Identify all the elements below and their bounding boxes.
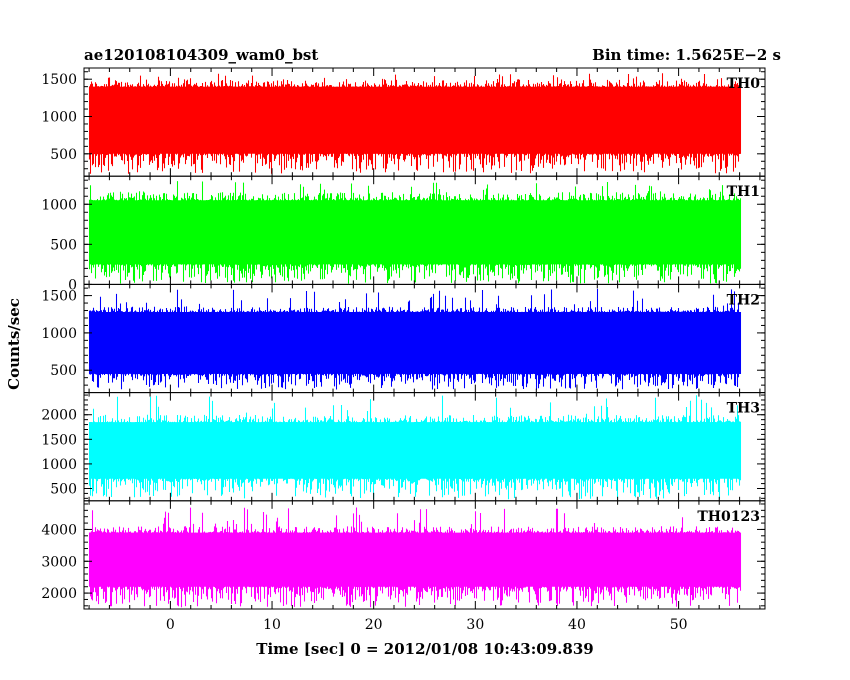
y-tick-label: 1500 — [41, 289, 77, 305]
y-tick-label: 1000 — [41, 326, 77, 342]
y-axis-title: Counts/sec — [5, 298, 23, 390]
y-tick-label: 1500 — [41, 72, 77, 88]
y-tick-label: 3000 — [41, 554, 77, 570]
series-th3-line — [88, 395, 742, 500]
y-tick-label: 4000 — [41, 522, 77, 538]
y-tick-label: 1000 — [41, 110, 77, 126]
x-tick-label: 50 — [670, 617, 688, 633]
panel-label-th0: TH0 — [727, 76, 761, 92]
panel-th3: 500 1000 1500 2000 TH3 — [41, 392, 766, 502]
x-tick-labels: 0 10 20 30 40 50 — [166, 617, 688, 633]
y-tick-label: 2000 — [41, 408, 77, 424]
x-tick-label: 0 — [166, 617, 175, 633]
x-tick-label: 10 — [263, 617, 281, 633]
x-tick-label: 20 — [365, 617, 383, 633]
bin-time-label: Bin time: 1.5625E−2 s — [592, 46, 781, 64]
y-tick-label: 0 — [68, 277, 77, 293]
series-th0123-line — [88, 507, 742, 608]
x-tick-label: 40 — [568, 617, 586, 633]
y-tick-label: 1500 — [41, 432, 77, 448]
y-tick-label: 1000 — [41, 457, 77, 473]
panel-th0: 500 1000 1500 TH0 — [41, 67, 766, 177]
panel-th2: 500 1000 1500 TH2 — [41, 283, 766, 394]
series-th1-line — [88, 181, 742, 284]
panel-th0123: 2000 3000 4000 TH0123 — [41, 500, 766, 610]
panel-label-th1: TH1 — [727, 184, 760, 200]
y-tick-label: 2000 — [41, 586, 77, 602]
y-tick-label: 1000 — [41, 197, 77, 213]
x-axis-title: Time [sec] 0 = 2012/01/08 10:43:09.839 — [256, 640, 593, 658]
y-tick-label: 500 — [50, 363, 77, 379]
y-tick-label: 500 — [50, 237, 77, 253]
panel-label-th2: TH2 — [727, 292, 760, 308]
panel-th1: 0 500 1000 TH1 — [41, 175, 766, 293]
panel-label-th3: TH3 — [727, 401, 760, 417]
x-tick-label: 30 — [466, 617, 484, 633]
series-th2-line — [88, 288, 742, 390]
y-tick-label: 500 — [50, 147, 77, 163]
y-tick-label: 500 — [50, 482, 77, 498]
chart-title: ae120108104309_wam0_bst — [84, 46, 318, 64]
panel-label-th0123: TH0123 — [697, 509, 760, 525]
series-th0-line — [88, 73, 742, 174]
